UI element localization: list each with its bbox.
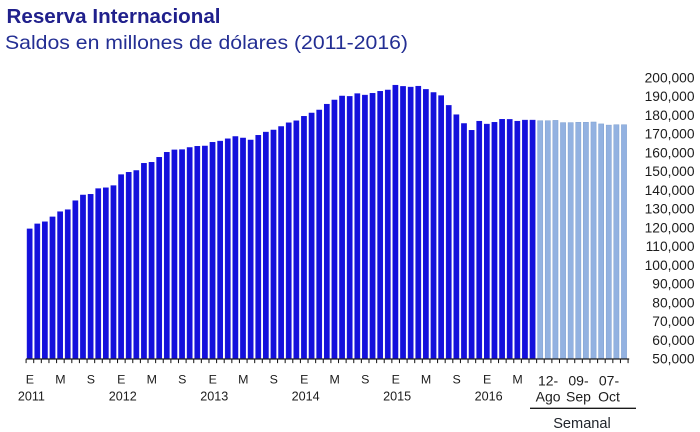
svg-text:170,000: 170,000 [645, 127, 695, 142]
svg-text:S: S [178, 372, 186, 386]
svg-text:130,000: 130,000 [645, 202, 695, 217]
svg-text:M: M [55, 372, 65, 386]
svg-text:M: M [330, 372, 340, 386]
svg-text:Sep: Sep [566, 389, 591, 405]
svg-text:150,000: 150,000 [645, 164, 695, 179]
svg-text:07-: 07- [599, 372, 620, 388]
svg-text:E: E [483, 372, 491, 386]
svg-text:50,000: 50,000 [652, 352, 695, 367]
svg-text:E: E [117, 372, 125, 386]
svg-text:E: E [26, 372, 34, 386]
svg-text:70,000: 70,000 [652, 314, 695, 329]
svg-text:100,000: 100,000 [645, 258, 695, 273]
svg-text:200,000: 200,000 [645, 70, 695, 85]
svg-text:M: M [238, 372, 248, 386]
svg-text:Saldos en millones de dólares: Saldos en millones de dólares (2011-2016… [5, 32, 408, 54]
svg-text:M: M [147, 372, 157, 386]
svg-text:M: M [512, 372, 522, 386]
svg-text:Semanal: Semanal [553, 416, 611, 432]
svg-text:Oct: Oct [598, 389, 620, 405]
svg-text:80,000: 80,000 [652, 295, 695, 310]
svg-text:E: E [392, 372, 400, 386]
svg-text:2011: 2011 [18, 389, 45, 403]
svg-text:190,000: 190,000 [645, 89, 695, 104]
svg-text:160,000: 160,000 [645, 145, 695, 160]
svg-text:S: S [87, 372, 95, 386]
svg-text:2012: 2012 [109, 389, 137, 403]
svg-text:S: S [270, 372, 278, 386]
svg-text:90,000: 90,000 [652, 277, 695, 292]
svg-text:M: M [421, 372, 431, 386]
svg-text:S: S [361, 372, 369, 386]
svg-text:Ago: Ago [536, 389, 561, 405]
svg-text:60,000: 60,000 [652, 333, 695, 348]
svg-text:2013: 2013 [200, 389, 228, 403]
svg-text:09-: 09- [568, 372, 589, 388]
svg-text:E: E [209, 372, 217, 386]
svg-text:E: E [300, 372, 308, 386]
svg-text:110,000: 110,000 [646, 239, 695, 254]
svg-text:2016: 2016 [475, 389, 503, 403]
svg-text:S: S [452, 372, 460, 386]
svg-text:Reserva Internacional: Reserva Internacional [7, 6, 221, 28]
svg-text:2014: 2014 [292, 389, 320, 403]
svg-text:120,000: 120,000 [645, 220, 695, 235]
svg-text:2015: 2015 [383, 389, 411, 403]
svg-text:12-: 12- [538, 372, 559, 388]
svg-text:180,000: 180,000 [645, 108, 695, 123]
svg-text:140,000: 140,000 [645, 183, 695, 198]
